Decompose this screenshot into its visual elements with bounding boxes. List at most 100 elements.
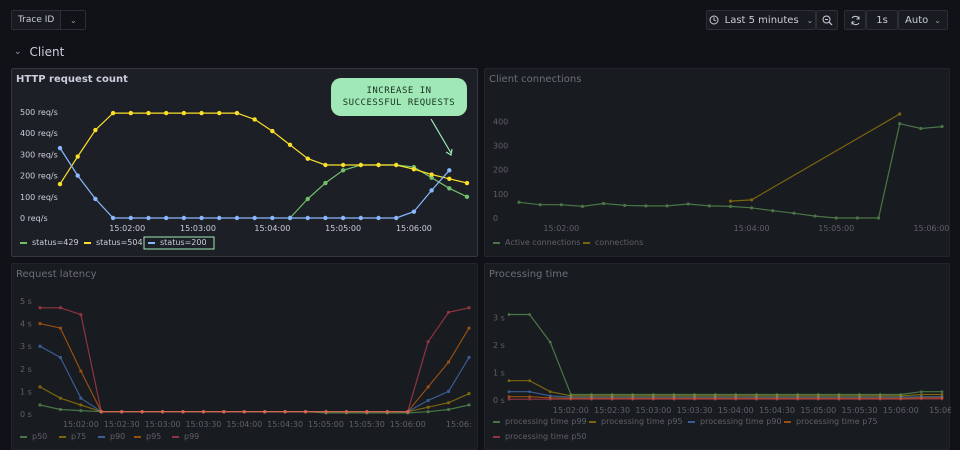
legend-item[interactable]: Active connections <box>493 238 581 247</box>
panel-processing-time[interactable]: Processing time 0 s 1 s 2 s 3 s 15:02:00 15:0… <box>484 263 951 450</box>
data-point <box>528 390 532 394</box>
legend-item[interactable]: processing time p99 <box>493 417 587 426</box>
x-tick-label: 15:03:30 <box>677 406 713 415</box>
data-point <box>79 409 83 413</box>
data-point <box>140 410 144 414</box>
data-point <box>201 410 206 414</box>
data-point <box>858 397 861 401</box>
series-line <box>730 113 901 202</box>
panel-title: Request latency <box>16 269 97 280</box>
legend-item[interactable]: processing time p50 <box>493 432 587 441</box>
legend-item[interactable]: connections <box>583 238 643 247</box>
data-point <box>446 389 451 393</box>
row-header-client[interactable]: ⌄ Client <box>14 45 64 59</box>
data-point <box>376 162 381 168</box>
x-tick-label: 15:04:30 <box>759 406 795 415</box>
time-range-picker[interactable]: Last 5 minutes ⌄ <box>706 10 816 30</box>
legend-item[interactable]: status=200 <box>143 236 215 250</box>
callout-arrow-icon <box>430 118 453 156</box>
trace-id-variable[interactable]: Trace ID ⌄ <box>11 10 87 30</box>
series-p50 <box>38 403 471 415</box>
trace-id-label: Trace ID <box>12 11 62 29</box>
data-point <box>548 394 552 398</box>
legend-item[interactable]: p90 <box>98 432 125 441</box>
data-point <box>323 215 328 221</box>
data-point <box>110 215 116 221</box>
legend-item[interactable]: processing time p75 <box>784 417 878 426</box>
data-point <box>538 203 542 207</box>
legend-item[interactable]: processing time p90 <box>688 417 782 426</box>
chevron-down-icon[interactable]: ⌄ <box>61 11 86 29</box>
refresh-button[interactable] <box>844 10 866 30</box>
data-point <box>426 385 430 389</box>
data-point <box>548 397 552 401</box>
data-point <box>394 215 399 221</box>
panel-http-request-count[interactable]: HTTP request count 0 req/s 100 req/s 200 r… <box>11 68 478 257</box>
data-point <box>324 410 328 414</box>
data-point <box>426 405 430 409</box>
legend-item[interactable]: processing time p95 <box>589 417 683 426</box>
data-point <box>376 215 381 221</box>
data-point <box>528 397 532 401</box>
panel-client-connections[interactable]: Client connections 0 100 200 300 400 15:02:00… <box>484 68 950 257</box>
data-point <box>580 204 585 208</box>
series-line <box>518 122 943 219</box>
auto-label: Auto <box>905 14 929 26</box>
series-line <box>59 147 450 219</box>
legend-item[interactable]: p95 <box>134 432 161 441</box>
x-tick-label: 15:02:00 <box>63 420 99 429</box>
legend-swatch <box>583 242 590 244</box>
series-line <box>40 307 470 413</box>
x-tick-label: 15:06:00 <box>390 420 426 429</box>
data-point <box>181 110 187 116</box>
legend-item[interactable]: p50 <box>20 432 47 441</box>
y-tick-label: 0 s <box>20 410 32 419</box>
x-tick-label: 15:03:00 <box>635 406 671 415</box>
data-point <box>447 176 452 181</box>
x-tick-label: 15:05:00 <box>800 406 836 415</box>
data-point <box>426 410 430 414</box>
legend-item[interactable]: status=429 <box>20 238 79 247</box>
data-point <box>303 410 308 414</box>
data-point <box>602 201 606 206</box>
legend-label: p90 <box>110 432 125 441</box>
y-tick-label: 100 req/s <box>20 193 58 202</box>
zoom-out-button[interactable] <box>816 10 838 30</box>
data-point <box>340 168 346 173</box>
data-point <box>755 397 758 401</box>
zoom-out-icon <box>822 15 832 25</box>
legend-swatch <box>589 421 596 423</box>
x-tick-label: 15:06:00 <box>396 224 432 233</box>
data-point <box>631 397 635 401</box>
y-tick-label: 4 s <box>20 320 32 329</box>
data-point <box>446 360 451 364</box>
panel-request-latency[interactable]: Request latency 0 s 1 s 2 s 3 s 4 s 5 s 15:02:… <box>11 263 478 450</box>
data-point <box>38 403 42 407</box>
x-tick-label: 15:06: <box>929 406 951 415</box>
data-point <box>99 410 103 414</box>
data-point <box>110 110 116 116</box>
data-point <box>199 110 204 116</box>
legend-swatch <box>493 421 500 423</box>
data-point <box>283 410 287 414</box>
y-tick-label: 1 s <box>20 387 32 396</box>
legend-item[interactable]: p75 <box>59 432 86 441</box>
x-tick-label: 15:04:00 <box>254 224 290 233</box>
data-point <box>146 215 151 221</box>
refresh-interval-value[interactable]: 1s <box>866 10 898 30</box>
x-tick-label: 15:06:00 <box>913 224 949 233</box>
legend-label: p95 <box>146 432 161 441</box>
data-point <box>548 340 552 344</box>
y-tick-label: 1 s <box>493 368 505 377</box>
callout-line-1: INCREASE IN <box>366 86 432 96</box>
refresh-interval-picker[interactable]: Auto ⌄ <box>898 10 948 30</box>
y-tick-label: 3 s <box>493 313 505 322</box>
legend-item[interactable]: p99 <box>172 432 199 441</box>
legend-swatch <box>20 436 27 438</box>
data-point <box>446 407 451 412</box>
data-point <box>507 390 511 394</box>
data-point <box>305 215 310 221</box>
data-point <box>467 355 471 360</box>
legend-label: processing time p95 <box>601 417 683 426</box>
legend-item[interactable]: status=504 <box>84 238 143 247</box>
